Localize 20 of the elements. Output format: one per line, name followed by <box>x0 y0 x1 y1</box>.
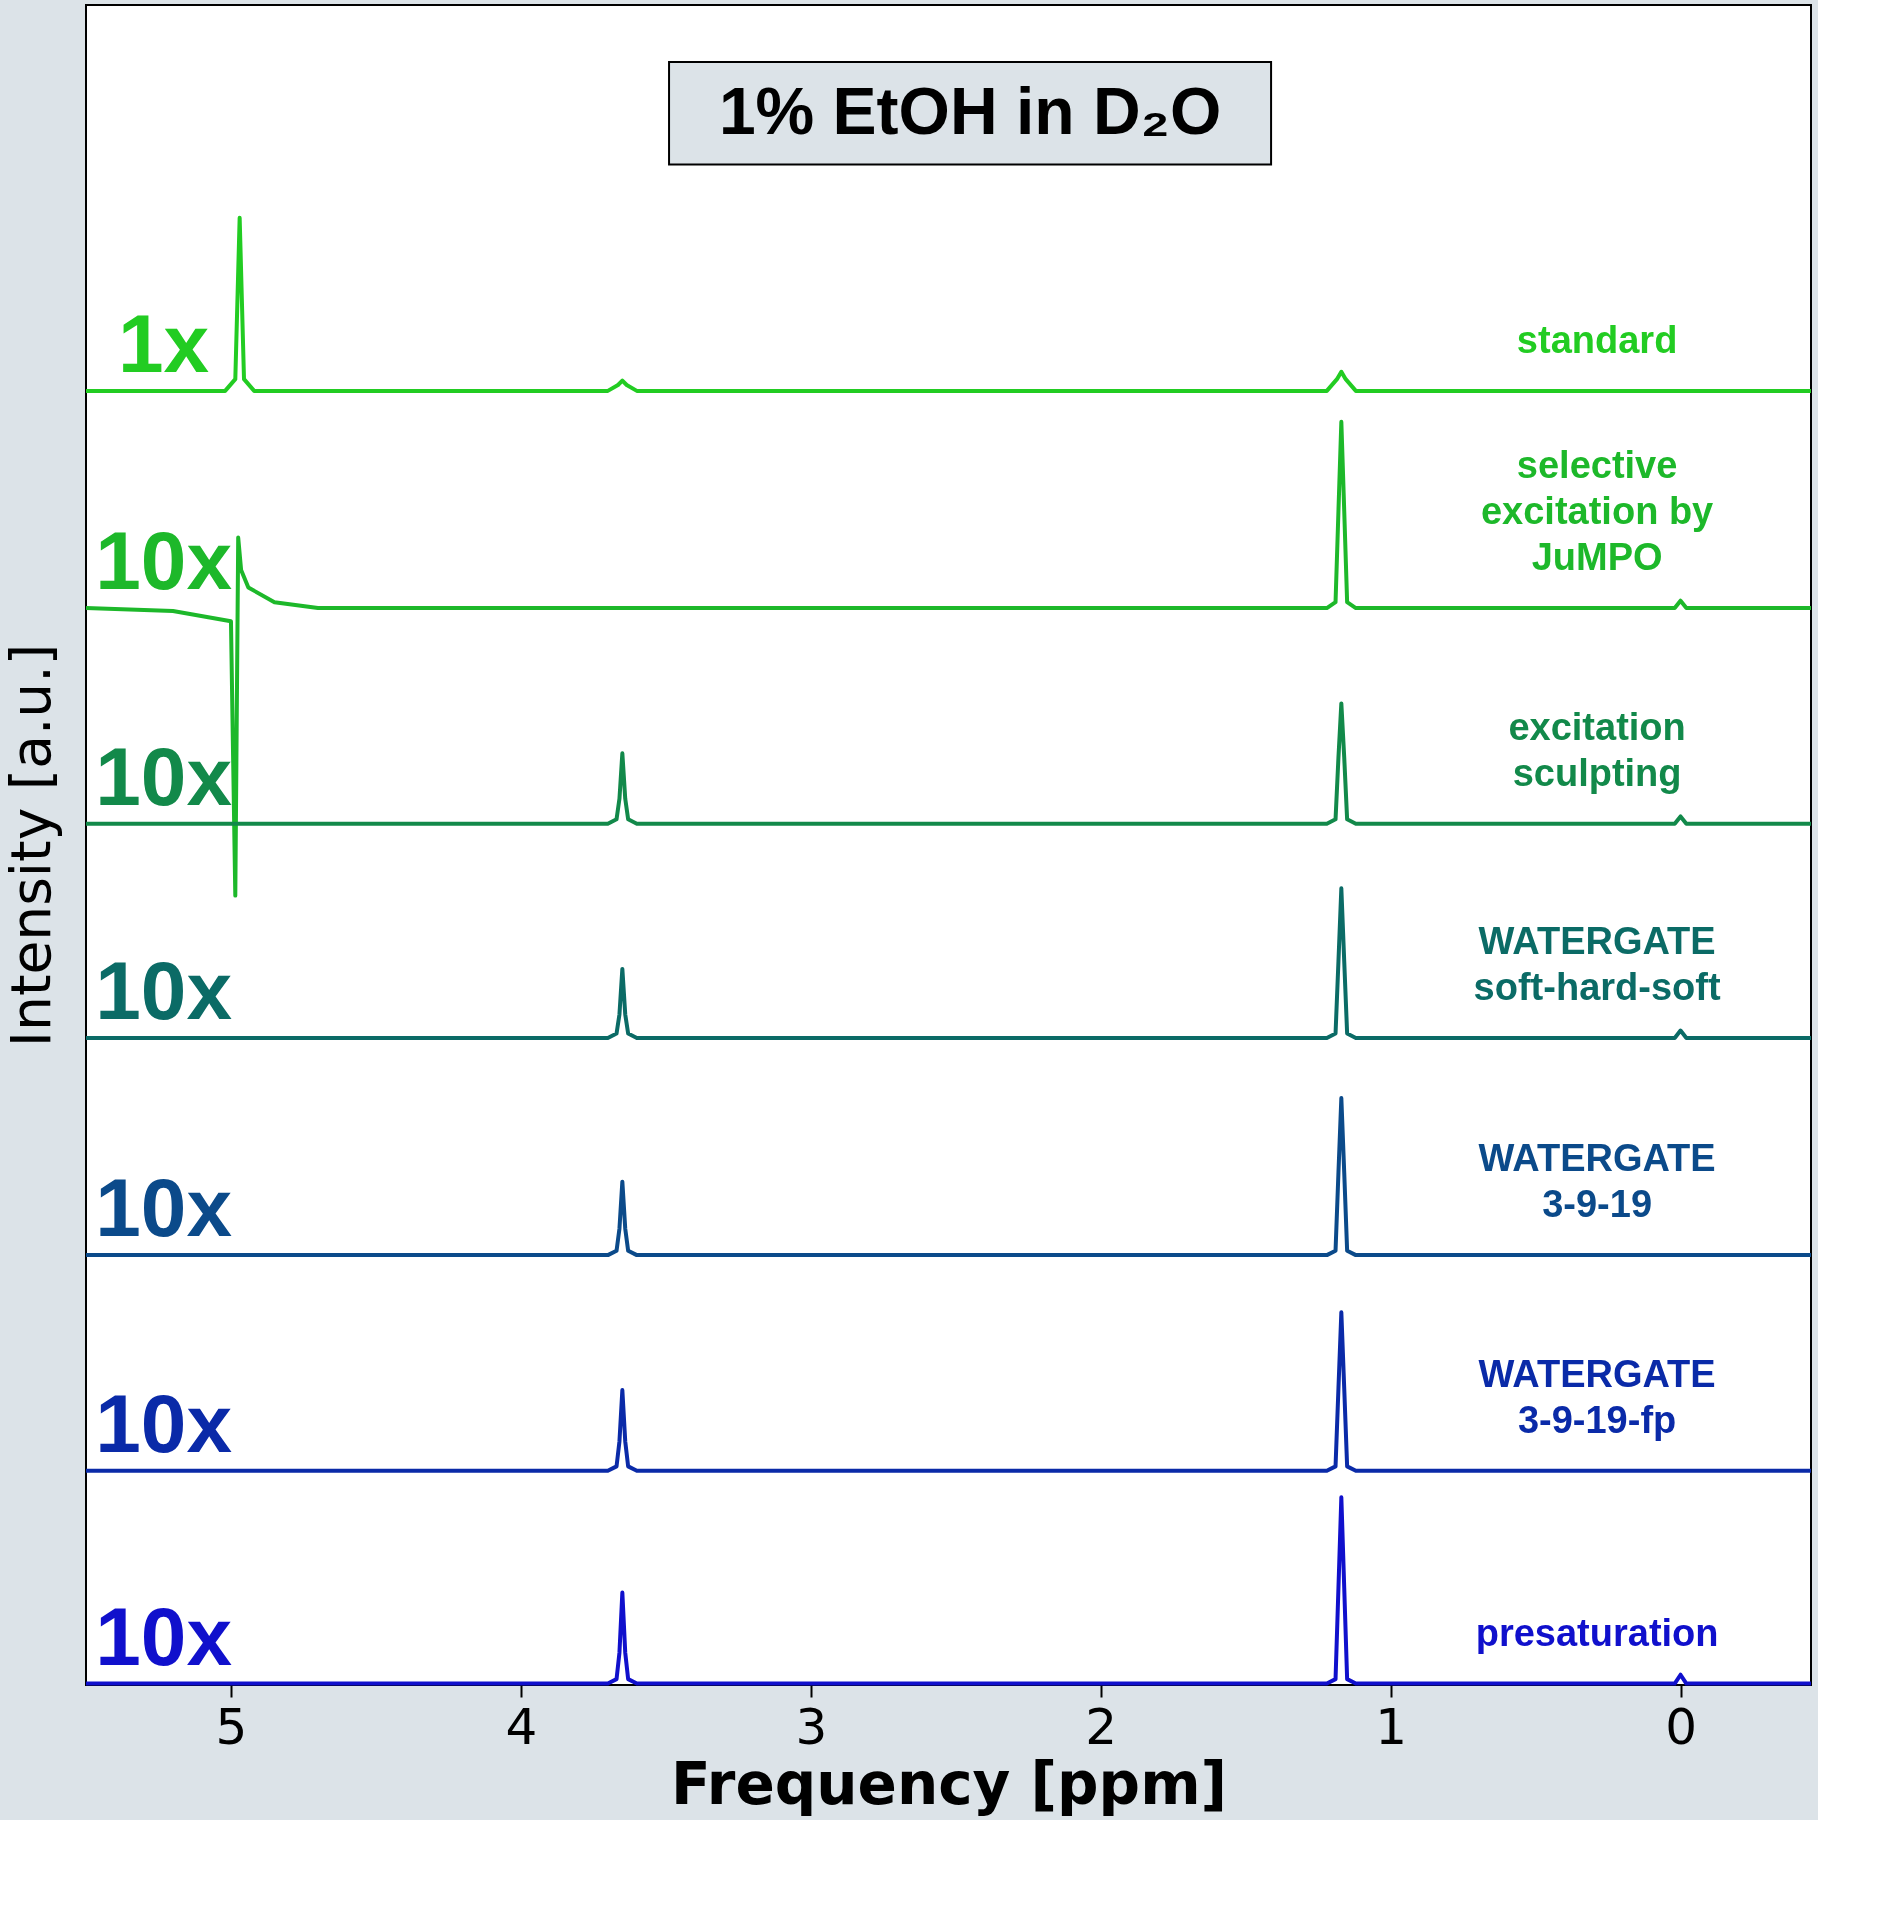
x-tick-label: 1 <box>1375 1697 1408 1756</box>
chart-title: 1% EtOH in D₂O <box>718 74 1222 149</box>
y-axis-title: Intensity [a.u.] <box>0 643 63 1048</box>
annotation: 10x <box>95 515 233 607</box>
series-label: standard <box>1516 318 1678 361</box>
series-label: presaturation <box>1475 1611 1719 1654</box>
annotation: 10x <box>95 730 233 822</box>
annotation: 10x <box>95 1377 233 1469</box>
series-label: WATERGATE 3-9-19 <box>1478 1137 1716 1226</box>
x-tick-label: 4 <box>505 1697 538 1756</box>
series-label: WATERGATE soft-hard-soft <box>1473 919 1721 1008</box>
series-label: excitation sculpting <box>1508 705 1686 794</box>
series-label: WATERGATE 3-9-19-fp <box>1478 1352 1716 1441</box>
annotation: 10x <box>95 1590 233 1682</box>
annotation: 1x <box>118 297 210 389</box>
series-label: selective excitation by JuMPO <box>1480 444 1714 579</box>
annotation: 10x <box>95 944 233 1036</box>
annotation: 10x <box>95 1162 233 1254</box>
x-tick-label: 0 <box>1665 1697 1697 1756</box>
x-tick-label: 5 <box>215 1697 248 1756</box>
